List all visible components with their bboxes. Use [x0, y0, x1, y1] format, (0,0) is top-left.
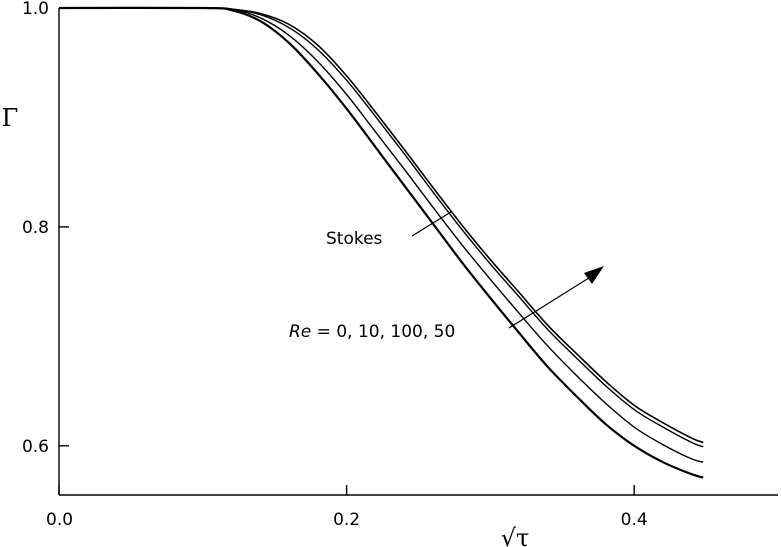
x-tick-label: 0.4 — [621, 510, 648, 530]
re-label-values: = 0, 10, 100, 50 — [311, 322, 455, 342]
series-line-3 — [58, 7, 704, 448]
ticks: 0.0 0.2 0.4 0.6 0.8 1.0 — [22, 0, 648, 530]
series-line-4 — [58, 7, 704, 444]
re-annotation: Re = 0, 10, 100, 50 — [289, 266, 604, 342]
stokes-label: Stokes — [326, 229, 383, 249]
curves — [58, 6, 704, 479]
re-arrow-head — [584, 266, 604, 284]
re-label: Re = 0, 10, 100, 50 — [289, 322, 455, 342]
stokes-annotation: Stokes — [326, 211, 452, 249]
y-tick-label: 0.6 — [22, 437, 49, 457]
x-axis-label: √τ — [501, 524, 530, 547]
x-tick-label: 0.0 — [46, 510, 73, 530]
series-line-1 — [58, 6, 704, 479]
y-tick-label: 0.8 — [22, 218, 49, 238]
y-tick-label: 1.0 — [22, 0, 49, 19]
x-tick-label: 0.2 — [333, 510, 360, 530]
series-line-2 — [58, 7, 704, 463]
re-arrow-line — [508, 275, 593, 329]
y-axis-label: Γ — [2, 104, 19, 132]
re-label-prefix: Re — [289, 322, 311, 342]
stokes-leader-line — [411, 211, 452, 237]
plot-area — [58, 8, 778, 496]
